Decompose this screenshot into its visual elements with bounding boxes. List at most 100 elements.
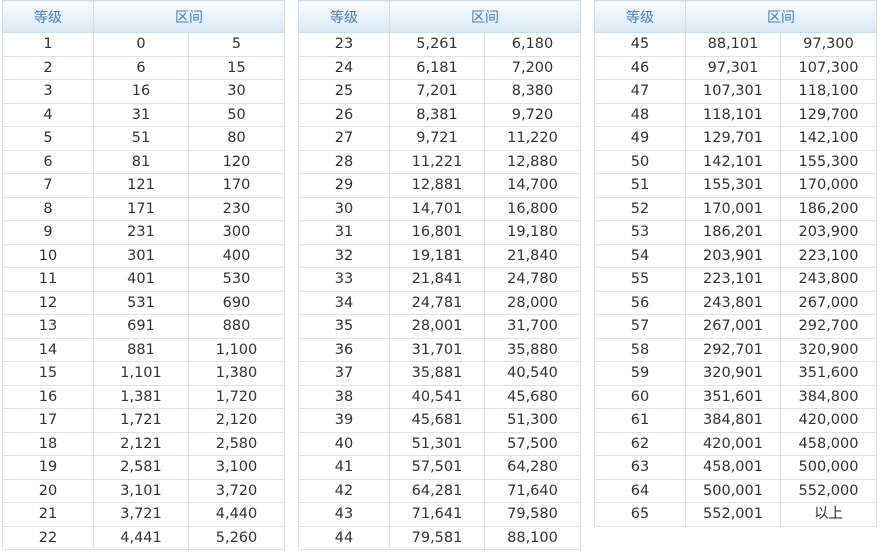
range-end-cell: 11,220: [484, 126, 581, 151]
table-row: 19 2,581 3,100: [2, 455, 285, 480]
range-start-cell: 118,101: [685, 102, 781, 127]
range-start-cell: 35,881: [389, 361, 485, 386]
range-start-cell: 8,381: [389, 102, 485, 127]
range-start-cell: 552,001: [685, 502, 781, 527]
level-cell: 40: [298, 431, 390, 456]
table-row: 42 64,281 71,640: [298, 478, 581, 503]
range-start-cell: 881: [93, 337, 189, 362]
table-row: 12 531 690: [2, 290, 285, 315]
range-end-cell: 1,380: [188, 361, 285, 386]
level-cell: 46: [594, 55, 686, 80]
range-start-cell: 64,281: [389, 478, 485, 503]
table-row: 55 223,101 243,800: [594, 267, 877, 292]
range-start-cell: 2,581: [93, 455, 189, 480]
level-cell: 13: [2, 314, 94, 339]
table-row: 41 57,501 64,280: [298, 455, 581, 480]
table-row: 22 4,441 5,260: [2, 525, 285, 550]
range-header: 区间: [93, 0, 285, 33]
level-cell: 7: [2, 173, 94, 198]
table-row: 60 351,601 384,800: [594, 384, 877, 409]
level-cell: 34: [298, 290, 390, 315]
level-cell: 56: [594, 290, 686, 315]
table-row: 44 79,581 88,100: [298, 525, 581, 550]
table-row: 32 19,181 21,840: [298, 243, 581, 268]
level-header: 等级: [594, 0, 686, 33]
range-end-cell: 71,640: [484, 478, 581, 503]
range-start-cell: 9,721: [389, 126, 485, 151]
range-start-cell: 107,301: [685, 79, 781, 104]
table-row: 58 292,701 320,900: [594, 337, 877, 362]
table-row: 14 881 1,100: [2, 337, 285, 362]
range-end-cell: 118,100: [780, 79, 877, 104]
table-row: 51 155,301 170,000: [594, 173, 877, 198]
range-end-cell: 880: [188, 314, 285, 339]
table-row: 6 81 120: [2, 149, 285, 174]
table-row: 26 8,381 9,720: [298, 102, 581, 127]
level-header: 等级: [298, 0, 390, 33]
range-start-cell: 531: [93, 290, 189, 315]
level-cell: 12: [2, 290, 94, 315]
range-start-cell: 121: [93, 173, 189, 198]
level-cell: 64: [594, 478, 686, 503]
range-start-cell: 500,001: [685, 478, 781, 503]
range-end-cell: 129,700: [780, 102, 877, 127]
range-start-cell: 11,221: [389, 149, 485, 174]
range-end-cell: 243,800: [780, 267, 877, 292]
range-start-cell: 21,841: [389, 267, 485, 292]
level-cell: 55: [594, 267, 686, 292]
table-row: 40 51,301 57,500: [298, 431, 581, 456]
table-row: 53 186,201 203,900: [594, 220, 877, 245]
table-row: 2 6 15: [2, 55, 285, 80]
range-end-cell: 267,000: [780, 290, 877, 315]
level-cell: 18: [2, 431, 94, 456]
range-end-cell: 400: [188, 243, 285, 268]
level-cell: 21: [2, 502, 94, 527]
range-end-cell: 690: [188, 290, 285, 315]
range-end-cell: 320,900: [780, 337, 877, 362]
table-row: 54 203,901 223,100: [594, 243, 877, 268]
range-end-cell: 230: [188, 196, 285, 221]
range-end-cell: 14,700: [484, 173, 581, 198]
level-cell: 17: [2, 408, 94, 433]
table-row: 34 24,781 28,000: [298, 290, 581, 315]
range-start-cell: 31: [93, 102, 189, 127]
range-end-cell: 2,120: [188, 408, 285, 433]
range-end-cell: 120: [188, 149, 285, 174]
range-end-cell: 186,200: [780, 196, 877, 221]
range-start-cell: 71,641: [389, 502, 485, 527]
range-end-cell: 500,000: [780, 455, 877, 480]
table-row: 49 129,701 142,100: [594, 126, 877, 151]
range-end-cell: 1,100: [188, 337, 285, 362]
level-cell: 44: [298, 525, 390, 550]
range-start-cell: 97,301: [685, 55, 781, 80]
range-start-cell: 1,381: [93, 384, 189, 409]
table-row: 4 31 50: [2, 102, 285, 127]
range-end-cell: 3,100: [188, 455, 285, 480]
level-table-2: 等级 区间 23 5,261 6,180 24 6,181 7,200 25 7,201 8,3…: [298, 0, 581, 550]
table-row: 39 45,681 51,300: [298, 408, 581, 433]
range-start-cell: 14,701: [389, 196, 485, 221]
range-start-cell: 0: [93, 32, 189, 57]
table-row: 28 11,221 12,880: [298, 149, 581, 174]
table-row: 23 5,261 6,180: [298, 32, 581, 57]
range-start-cell: 40,541: [389, 384, 485, 409]
table-row: 62 420,001 458,000: [594, 431, 877, 456]
table-row: 24 6,181 7,200: [298, 55, 581, 80]
range-start-cell: 351,601: [685, 384, 781, 409]
level-cell: 41: [298, 455, 390, 480]
range-start-cell: 51,301: [389, 431, 485, 456]
table-row: 57 267,001 292,700: [594, 314, 877, 339]
range-start-cell: 28,001: [389, 314, 485, 339]
range-end-cell: 420,000: [780, 408, 877, 433]
table-row: 15 1,101 1,380: [2, 361, 285, 386]
range-end-cell: 24,780: [484, 267, 581, 292]
range-end-cell: 203,900: [780, 220, 877, 245]
range-end-cell: 292,700: [780, 314, 877, 339]
level-cell: 59: [594, 361, 686, 386]
table-row: 31 16,801 19,180: [298, 220, 581, 245]
table-row: 17 1,721 2,120: [2, 408, 285, 433]
range-start-cell: 458,001: [685, 455, 781, 480]
level-cell: 52: [594, 196, 686, 221]
level-cell: 24: [298, 55, 390, 80]
